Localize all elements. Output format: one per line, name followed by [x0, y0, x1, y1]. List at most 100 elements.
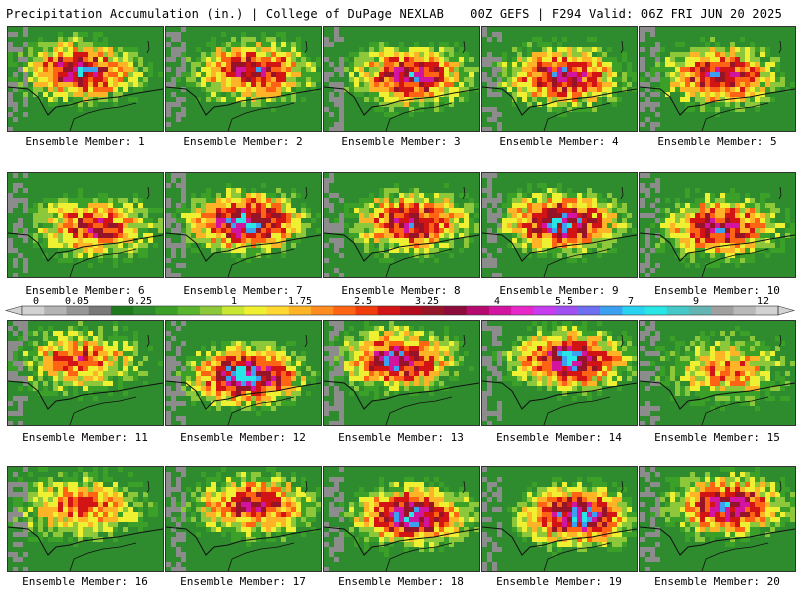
ensemble-member-label: Ensemble Member: 15 — [654, 431, 780, 444]
state-border — [304, 480, 308, 494]
scale-tick-label: 5.5 — [555, 296, 573, 307]
scale-right-arrow — [777, 305, 796, 316]
ensemble-member-label: Ensemble Member: 17 — [180, 575, 306, 588]
ensemble-member-label: Ensemble Member: 3 — [341, 135, 461, 148]
state-border — [640, 526, 795, 556]
scale-color-segment — [110, 306, 134, 315]
scale-tick-label: 3.25 — [415, 296, 439, 307]
ensemble-member-label: Ensemble Member: 10 — [654, 284, 780, 297]
state-border — [8, 86, 163, 116]
scale-color-segment — [622, 306, 645, 315]
scale-color-segment — [199, 306, 223, 315]
scale-color-segment — [422, 306, 445, 315]
ensemble-map-panel — [323, 26, 480, 132]
state-border — [8, 380, 163, 410]
ensemble-member-label: Ensemble Member: 12 — [180, 431, 306, 444]
scale-tick-label: 1 — [231, 296, 237, 307]
ensemble-member-label: Ensemble Member: 11 — [22, 431, 148, 444]
scale-color-segment — [666, 306, 690, 315]
state-border — [324, 526, 479, 556]
coastline — [701, 248, 769, 277]
coastline — [701, 396, 769, 425]
ensemble-map-panel — [165, 26, 322, 132]
ensemble-member-label: Ensemble Member: 18 — [338, 575, 464, 588]
ensemble-member-label: Ensemble Member: 20 — [654, 575, 780, 588]
coastline — [385, 542, 453, 571]
state-border — [778, 40, 782, 54]
ensemble-map-panel — [7, 172, 164, 278]
ensemble-map-panel — [481, 172, 638, 278]
ensemble-map-panel — [639, 466, 796, 572]
ensemble-member-label: Ensemble Member: 6 — [25, 284, 145, 297]
scale-color-segment — [266, 306, 290, 315]
ensemble-member-label: Ensemble Member: 14 — [496, 431, 622, 444]
scale-color-segment — [466, 306, 490, 315]
ensemble-map-panel — [639, 172, 796, 278]
scale-color-segment — [533, 306, 557, 315]
product-title: Precipitation Accumulation (in.) | Colle… — [6, 7, 445, 21]
coastline — [543, 542, 611, 571]
scale-color-segment — [311, 306, 334, 315]
coastline — [227, 542, 295, 571]
scale-color-segment — [733, 306, 757, 315]
scale-color-segment — [244, 306, 267, 315]
coastline — [69, 542, 137, 571]
state-border — [166, 86, 321, 116]
scale-tick-label: 0.25 — [128, 296, 152, 307]
state-border — [146, 40, 150, 54]
coastline — [69, 396, 137, 425]
ensemble-map-panel — [481, 466, 638, 572]
scale-color-segment — [644, 306, 668, 315]
scale-color-segment — [66, 306, 90, 315]
state-border — [620, 334, 624, 348]
scale-tick-label: 4 — [494, 296, 500, 307]
scale-tick-label: 12 — [757, 296, 769, 307]
coastline — [385, 102, 453, 131]
coastline — [701, 542, 769, 571]
state-border — [640, 86, 795, 116]
state-border — [640, 380, 795, 410]
scale-color-segment — [377, 306, 401, 315]
ensemble-member-label: Ensemble Member: 8 — [341, 284, 461, 297]
ensemble-map-panel — [165, 466, 322, 572]
ensemble-member-label: Ensemble Member: 5 — [657, 135, 777, 148]
state-border — [482, 86, 637, 116]
scale-color-segment — [511, 306, 534, 315]
scale-color-segment — [133, 306, 156, 315]
coastline — [227, 102, 295, 131]
scale-color-segment — [355, 306, 379, 315]
ensemble-member-label: Ensemble Member: 19 — [496, 575, 622, 588]
ensemble-member-label: Ensemble Member: 16 — [22, 575, 148, 588]
scale-color-segment — [600, 306, 623, 315]
ensemble-member-label: Ensemble Member: 7 — [183, 284, 303, 297]
ensemble-member-label: Ensemble Member: 1 — [25, 135, 145, 148]
state-border — [166, 526, 321, 556]
state-border — [620, 480, 624, 494]
ensemble-map-panel — [7, 26, 164, 132]
scale-tick-label: 0 — [33, 296, 39, 307]
ensemble-map-panel — [7, 320, 164, 426]
scale-color-segment — [177, 306, 201, 315]
scale-color-segment — [333, 306, 356, 315]
ensemble-member-label: Ensemble Member: 4 — [499, 135, 619, 148]
scale-color-segment — [222, 306, 245, 315]
scale-color-segment — [689, 306, 712, 315]
state-border — [324, 232, 479, 262]
state-border — [166, 232, 321, 262]
ensemble-map-panel — [639, 320, 796, 426]
ensemble-map-panel — [323, 172, 480, 278]
state-border — [462, 186, 466, 200]
scale-color-segment — [400, 306, 423, 315]
scale-color-segment — [444, 306, 468, 315]
ensemble-member-label: Ensemble Member: 2 — [183, 135, 303, 148]
state-border — [778, 334, 782, 348]
state-border — [146, 480, 150, 494]
state-border — [620, 40, 624, 54]
ensemble-member-label: Ensemble Member: 9 — [499, 284, 619, 297]
state-border — [482, 526, 637, 556]
state-border — [640, 232, 795, 262]
state-border — [462, 480, 466, 494]
scale-color-segment — [44, 306, 67, 315]
state-border — [620, 186, 624, 200]
scale-tick-label: 2.5 — [354, 296, 372, 307]
